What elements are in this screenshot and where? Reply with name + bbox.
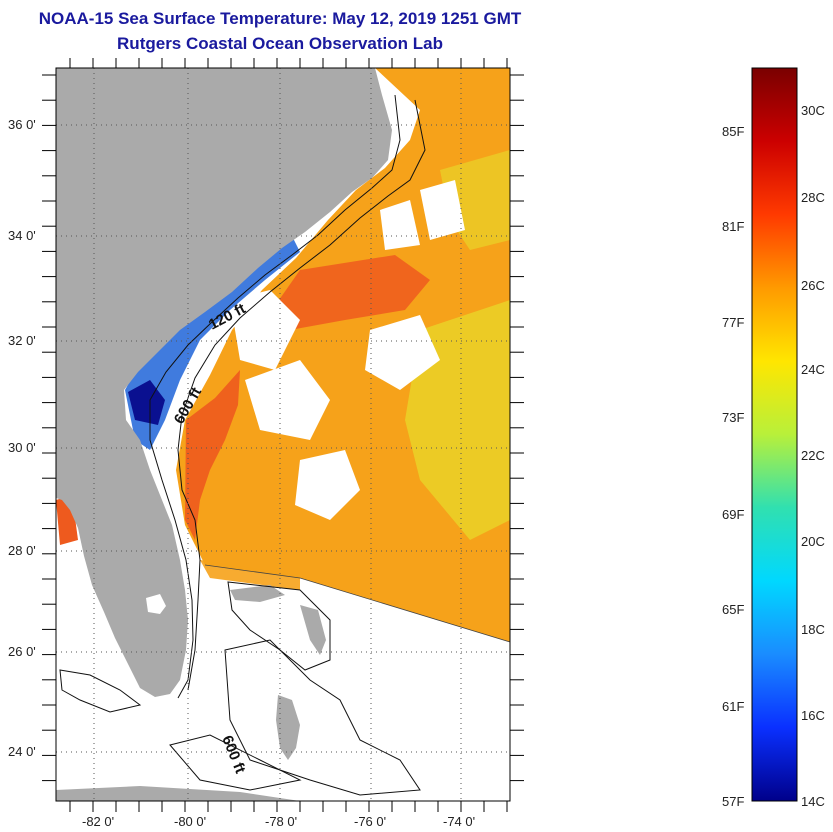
bahamas-bank-outline [227, 581, 331, 671]
cb-f-label-85: 85F [722, 124, 744, 139]
map-ticks [42, 58, 524, 812]
lon-label-74: -74 0' [443, 814, 475, 829]
colorbar-celsius-labels: 30C 28C 26C 24C 22C 20C 18C 16C 14C [801, 103, 825, 809]
cb-c-label-20: 20C [801, 534, 825, 549]
cb-c-label-26: 26C [801, 278, 825, 293]
cloud-gap-5 [420, 180, 465, 240]
cb-f-label-65: 65F [722, 602, 744, 617]
lat-label-30: 30 0' [8, 440, 36, 455]
lake-okeechobee [146, 594, 166, 614]
lon-label-82: -82 0' [82, 814, 114, 829]
cloud-gap-2 [245, 360, 330, 440]
sst-gulfstream-core [185, 370, 240, 540]
colorbar-fahrenheit-labels: 85F 81F 77F 73F 69F 65F 61F 57F [722, 124, 744, 809]
land-southeast-us [56, 68, 392, 697]
lon-label-76: -76 0' [354, 814, 386, 829]
bahamas-bank-outline-2 [224, 639, 421, 796]
cb-c-label-18: 18C [801, 622, 825, 637]
latitude-labels: 36 0' 34 0' 32 0' 30 0' 28 0' 26 0' 24 0… [8, 117, 36, 759]
cb-c-label-28: 28C [801, 190, 825, 205]
sst-data-swath [56, 68, 510, 642]
isobath-600ft [177, 99, 426, 691]
cb-c-label-24: 24C [801, 362, 825, 377]
lat-label-24: 24 0' [8, 744, 36, 759]
cloud-gap-3 [365, 315, 440, 390]
land-bahamas-abaco [300, 605, 326, 655]
lat-label-26: 26 0' [8, 644, 36, 659]
swath-edge-lines [204, 564, 511, 643]
cb-c-label-22: 22C [801, 448, 825, 463]
cb-f-label-73: 73F [722, 410, 744, 425]
map-frame [55, 67, 511, 802]
lat-label-36: 36 0' [8, 117, 36, 132]
keys-contour [59, 669, 142, 713]
isobath-120ft [149, 94, 401, 699]
lon-label-78: -78 0' [265, 814, 297, 829]
cb-f-label-69: 69F [722, 507, 744, 522]
sst-cold-shelf-water [125, 232, 300, 450]
cb-f-label-61: 61F [722, 699, 744, 714]
sst-coldest-patch [128, 380, 165, 425]
land-cuba-edge [56, 786, 300, 801]
colorbar: 85F 81F 77F 73F 69F 65F 61F 57F 30C 28C … [722, 67, 825, 809]
lat-label-32: 32 0' [8, 333, 36, 348]
lat-label-34: 34 0' [8, 228, 36, 243]
lat-label-28: 28 0' [8, 543, 36, 558]
map-title: NOAA-15 Sea Surface Temperature: May 12,… [38, 9, 522, 28]
cb-c-label-30: 30C [801, 103, 825, 118]
cb-f-label-57: 57F [722, 794, 744, 809]
cb-c-label-14: 14C [801, 794, 825, 809]
colorbar-gradient-bar [751, 67, 798, 802]
map-subtitle: Rutgers Coastal Ocean Observation Lab [117, 34, 443, 53]
land-bahamas-grand [230, 585, 285, 602]
longitude-labels: -82 0' -80 0' -78 0' -76 0' -74 0' [82, 814, 475, 829]
cloud-gap-4 [295, 450, 360, 520]
cloud-gap-1 [230, 290, 300, 370]
lon-label-80: -80 0' [174, 814, 206, 829]
graticule [56, 68, 510, 801]
cuba-contour [169, 734, 302, 791]
sst-warm-band-north [265, 255, 430, 330]
land-bahamas-andros [276, 695, 300, 760]
cloud-gap-6 [380, 200, 420, 250]
cb-c-label-16: 16C [801, 708, 825, 723]
cb-f-label-81: 81F [722, 219, 744, 234]
cb-f-label-77: 77F [722, 315, 744, 330]
bathymetry-contours [59, 94, 426, 796]
